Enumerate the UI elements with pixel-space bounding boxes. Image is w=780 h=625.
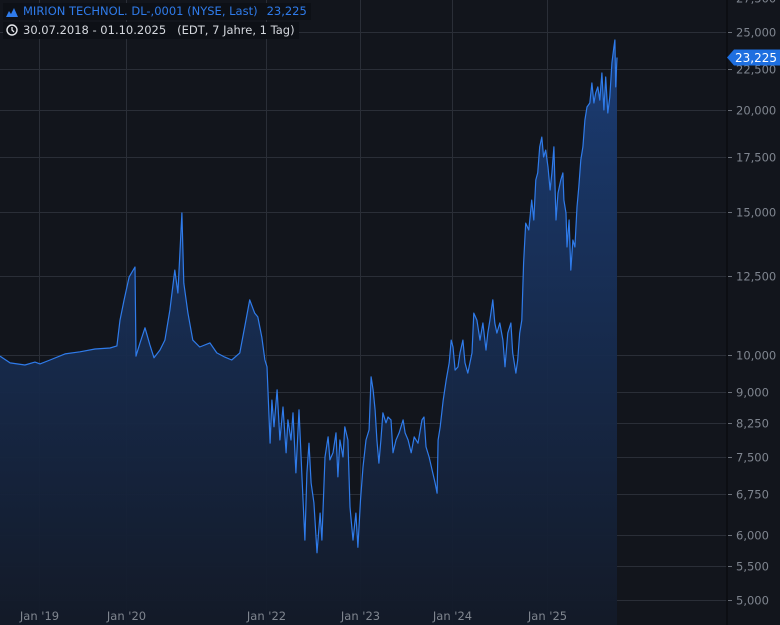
date-range: 30.07.2018 - 01.10.2025 (23, 22, 167, 37)
x-tick-label: Jan '20 (106, 609, 146, 623)
legend-range-row: 30.07.2018 - 01.10.2025 (EDT, 7 Jahre, 1… (3, 21, 299, 39)
last-price-label: 23,225 (735, 51, 777, 65)
clock-icon (6, 24, 18, 36)
x-tick-label: Jan '25 (527, 609, 567, 623)
x-tick-label: Jan '24 (432, 609, 472, 623)
y-axis[interactable]: 5,000 5,500 6,000 6,750 7,500 8,250 9,000 10,00… (728, 0, 776, 608)
price-area-fill (0, 40, 617, 625)
legend-series-row[interactable]: MIRION TECHNOL. DL-,0001 (NYSE, Last) 23… (3, 3, 311, 20)
y-tick-label: 6,000 (736, 529, 769, 543)
price-line (0, 39, 618, 554)
y-tick-label: 10,000 (736, 349, 776, 363)
last-value: 23,225 (266, 4, 307, 18)
y-tick-label: 5,000 (736, 594, 769, 608)
chart-legend: MIRION TECHNOL. DL-,0001 (NYSE, Last) 23… (3, 3, 311, 41)
y-tick-label: 15,000 (736, 206, 776, 220)
y-tick-label: 9,000 (736, 386, 769, 400)
y-tick-label: 8,250 (736, 417, 769, 431)
last-price-tag: 23,225 (727, 49, 780, 66)
y-tick-label: 7,500 (736, 451, 769, 465)
y-tick-label: 12,500 (736, 270, 776, 284)
x-tick-label: Jan '23 (340, 609, 380, 623)
x-tick-label: Jan '19 (19, 609, 59, 623)
last-price-tag-shape (727, 49, 780, 66)
x-axis[interactable]: Jan '19 Jan '20 Jan '22 Jan '23 Jan '24 Jan '… (19, 609, 567, 623)
mountain-chart-icon (6, 7, 18, 17)
y-tick-label: 25,000 (736, 26, 776, 40)
y-tick-label: 20,000 (736, 104, 776, 118)
range-details: (EDT, 7 Jahre, 1 Tag) (177, 22, 295, 37)
y-tick-label: 22,500 (736, 63, 776, 77)
x-tick-label: Jan '22 (246, 609, 286, 623)
y-tick-label: 5,500 (736, 560, 769, 574)
y-tick-label: 17,500 (736, 151, 776, 165)
y-tick-label: 6,750 (736, 488, 769, 502)
instrument-title: MIRION TECHNOL. DL-,0001 (NYSE, Last) (23, 4, 258, 18)
y-tick-label: 27,500 (736, 0, 776, 6)
